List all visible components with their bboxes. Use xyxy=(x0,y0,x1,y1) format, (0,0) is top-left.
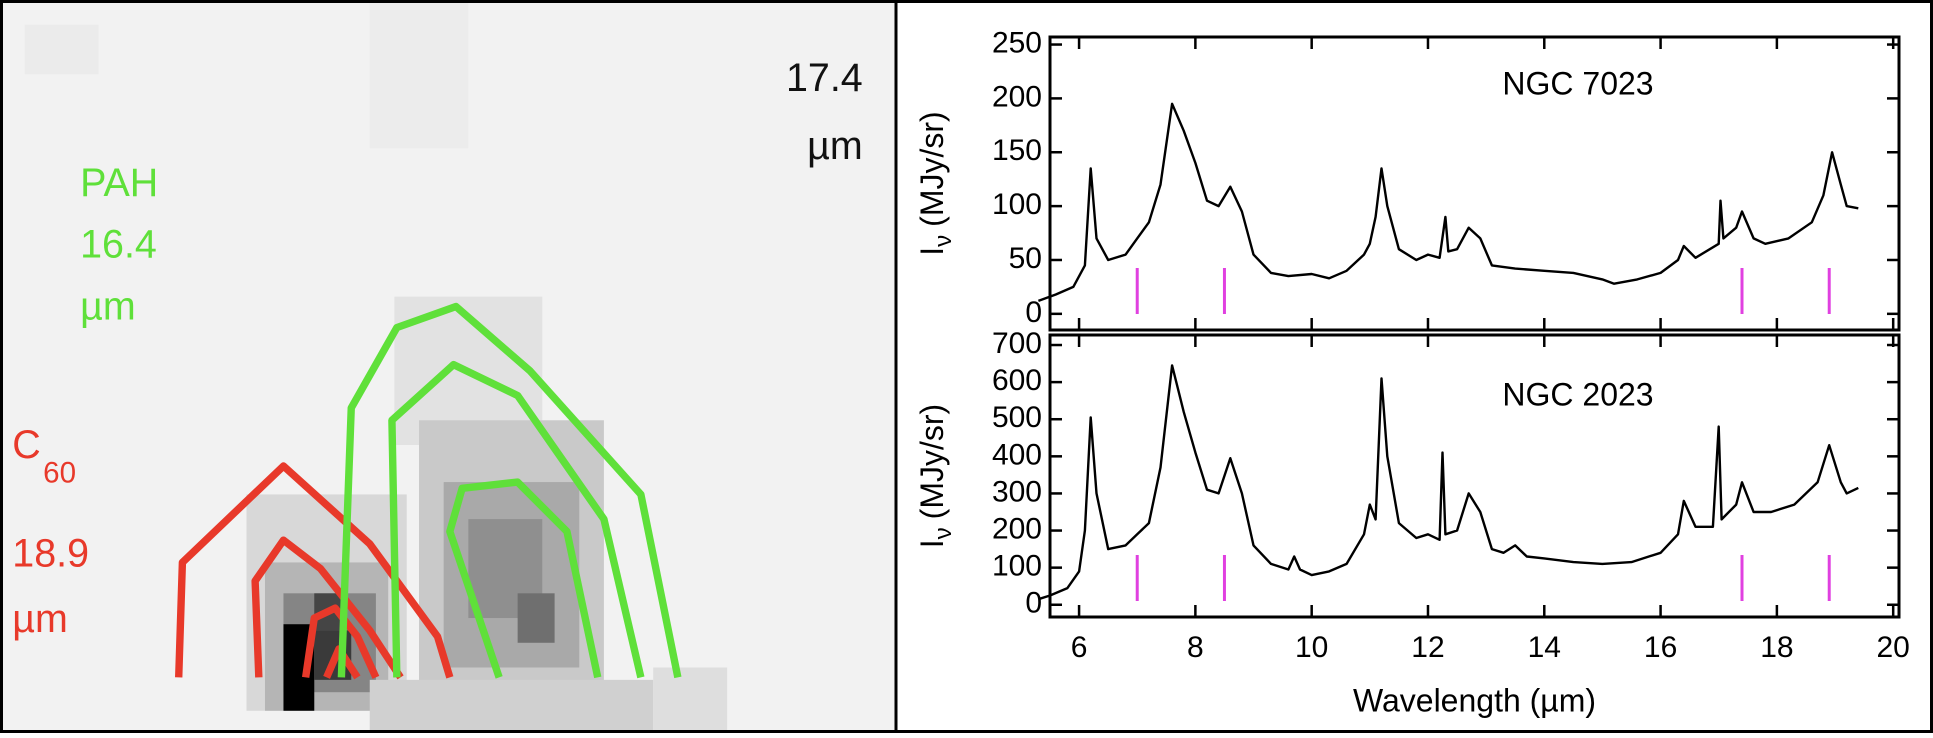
x-tick-label: 20 xyxy=(1876,631,1909,664)
c60-contours xyxy=(175,462,454,680)
x-tick-label: 14 xyxy=(1528,631,1561,664)
y-tick-label: 500 xyxy=(992,401,1042,434)
y-label-unit: (MJy/sr) xyxy=(914,404,950,520)
plot-frame xyxy=(1048,333,1901,619)
label: µm xyxy=(80,284,136,328)
y-label-unit: (MJy/sr) xyxy=(914,111,950,227)
x-tick-label: 6 xyxy=(1071,631,1088,664)
y-tick-label: 100 xyxy=(992,550,1042,583)
x-tick-label: 8 xyxy=(1187,631,1204,664)
plot-frame xyxy=(1048,35,1901,332)
label: µm xyxy=(12,597,68,641)
y-tick-label: 700 xyxy=(992,327,1042,360)
x-tick-label: 12 xyxy=(1411,631,1444,664)
y-tick-label: 200 xyxy=(992,512,1042,545)
label: 16.4 xyxy=(80,223,157,267)
y-tick-label: 0 xyxy=(1025,587,1042,620)
contour xyxy=(337,302,682,679)
y-axis-label: Iν (MJy/sr) xyxy=(914,404,957,548)
y-tick-label: 300 xyxy=(992,475,1042,508)
y-label-symbol: I xyxy=(914,539,950,548)
contour-image: 17.4 µm PAH 16.4 µm C 60 18.9 µm xyxy=(0,0,896,733)
y-tick-label: 200 xyxy=(992,80,1042,113)
contour xyxy=(175,462,454,679)
label: PAH xyxy=(80,161,158,205)
x-tick-label: 18 xyxy=(1760,631,1793,664)
annotation: NGC 2023 xyxy=(1502,376,1653,412)
y-label-symbol: I xyxy=(914,247,950,256)
contour xyxy=(388,360,645,679)
label: 17.4 xyxy=(786,56,863,100)
y-axis-label: Iν (MJy/sr) xyxy=(914,111,957,255)
y-tick-label: 600 xyxy=(992,364,1042,397)
x-tick-label: 16 xyxy=(1644,631,1677,664)
x-axis-label: Wavelength (µm) xyxy=(1353,682,1596,718)
y-tick-label: 100 xyxy=(992,188,1042,221)
spectrum-line xyxy=(1038,364,1859,601)
label: C xyxy=(12,423,40,467)
y-label-subscript: ν xyxy=(930,527,957,539)
x-tick-label: 10 xyxy=(1295,631,1328,664)
label: µm xyxy=(807,124,863,168)
spectrum-line xyxy=(1037,102,1859,303)
contour xyxy=(301,604,380,679)
label: 60 xyxy=(43,456,76,489)
y-tick-label: 400 xyxy=(992,438,1042,471)
y-tick-label: 50 xyxy=(1009,242,1042,275)
contour xyxy=(446,478,602,679)
y-tick-label: 150 xyxy=(992,134,1042,167)
pah-contours xyxy=(337,302,682,679)
label: 18.9 xyxy=(12,532,89,576)
y-tick-label: 0 xyxy=(1025,296,1042,329)
y-tick-label: 250 xyxy=(992,26,1042,59)
image-labels: 17.4 µm PAH 16.4 µm C 60 18.9 µm xyxy=(12,56,862,641)
contour xyxy=(251,536,404,680)
annotation: NGC 7023 xyxy=(1502,65,1653,101)
y-label-subscript: ν xyxy=(930,235,957,247)
